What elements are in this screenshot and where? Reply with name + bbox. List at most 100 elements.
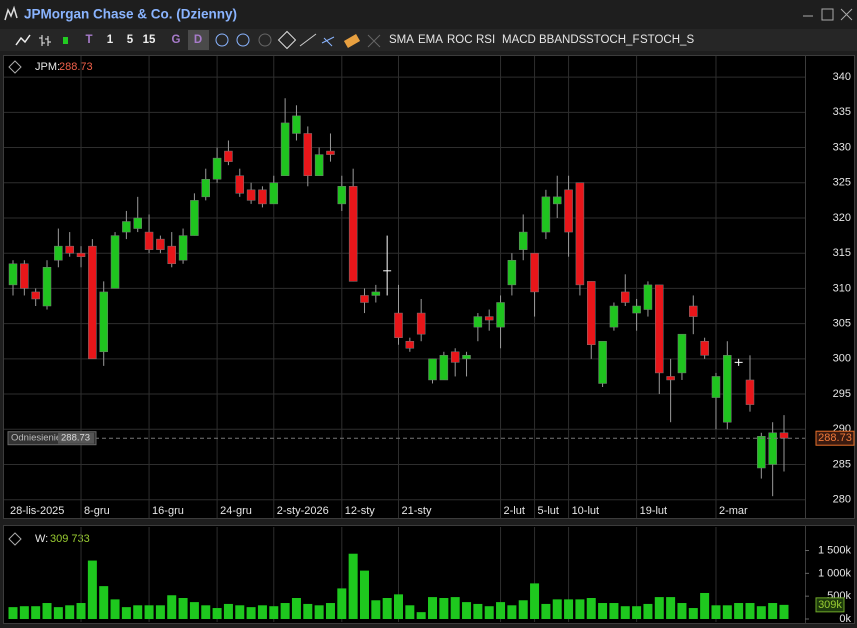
indicator-button[interactable]: BBANDS: [539, 34, 587, 46]
indicator-button[interactable]: STOCH_S: [640, 34, 694, 46]
candle-body: [156, 238, 165, 250]
period-button[interactable]: 5: [127, 34, 134, 46]
candle-body: [122, 221, 131, 233]
volume-bar: [745, 603, 755, 619]
volume-bar: [507, 605, 517, 619]
candle-body: [450, 351, 460, 363]
candle-body: [564, 189, 573, 233]
volume-bar: [291, 598, 301, 619]
last-price-label: 288.73: [59, 61, 93, 73]
volume-bar: [87, 560, 97, 619]
volume-bar: [269, 606, 279, 619]
candle-body: [258, 189, 267, 205]
x-tick-label: 19-lut: [640, 505, 668, 517]
y-tick-label: 285: [833, 458, 851, 470]
candle-body: [405, 340, 415, 349]
period-button[interactable]: G: [172, 34, 181, 46]
volume-bar: [416, 612, 426, 619]
toolbar: [0, 29, 857, 51]
line-chart-button[interactable]: [15, 34, 31, 46]
candle-body: [643, 284, 653, 310]
indicator-button[interactable]: RSI: [476, 34, 495, 46]
volume-bar: [257, 605, 267, 619]
candle-body: [54, 245, 63, 261]
x-tick-label: 10-lut: [572, 505, 600, 517]
y-tick-label: 325: [833, 177, 851, 189]
indicator-button[interactable]: ROC: [447, 34, 473, 46]
candle-body: [167, 245, 176, 265]
x-tick-label: 24-gru: [220, 505, 252, 517]
zoom-reset-button[interactable]: [258, 33, 272, 47]
candle-body: [280, 122, 290, 176]
candle-body: [779, 432, 789, 439]
window-title: JPMorgan Chase & Co. (Dzienny): [24, 7, 237, 22]
candle-button[interactable]: [63, 37, 68, 44]
indicator-button[interactable]: STOCH_F: [586, 34, 639, 46]
candle-body: [609, 305, 619, 328]
candle-body: [689, 305, 698, 317]
volume-bar: [632, 606, 642, 619]
volume-bar: [144, 605, 154, 619]
period-button[interactable]: 1: [107, 34, 114, 46]
candle-body: [303, 133, 313, 176]
indicator-button[interactable]: MACD: [502, 34, 536, 46]
eraser-button[interactable]: [343, 34, 361, 48]
pane-move-icon[interactable]: [8, 532, 22, 546]
y-tick-label: 330: [833, 141, 851, 153]
candle-body: [212, 157, 222, 180]
price-plot: 2802852902953003053103153203253303353402…: [4, 56, 855, 518]
candle-body: [473, 316, 483, 328]
zoom-out-button[interactable]: [236, 33, 250, 47]
volume-bar: [337, 588, 347, 619]
app-icon: [4, 5, 18, 21]
maximize-button[interactable]: [821, 8, 834, 21]
candle-body: [314, 154, 324, 176]
candle-body: [76, 252, 86, 257]
volume-bar: [246, 607, 256, 619]
candle-body: [496, 302, 505, 328]
volume-bar: [31, 606, 41, 619]
price-pane: [3, 55, 855, 519]
volume-bar: [155, 605, 165, 619]
ohlc-button[interactable]: [39, 35, 51, 46]
volume-value: 309 733: [50, 533, 90, 545]
candle-body: [110, 235, 120, 289]
layers-button[interactable]: [277, 30, 297, 50]
x-tick-label: 12-sty: [345, 505, 375, 517]
indicator-button[interactable]: SMA: [389, 34, 414, 46]
period-button[interactable]: T: [85, 34, 92, 46]
volume-bar: [325, 603, 335, 619]
volume-tag-label: 309k: [818, 599, 842, 611]
volume-bar: [76, 603, 86, 619]
period-button[interactable]: 15: [143, 34, 156, 46]
trendline-button[interactable]: [299, 33, 317, 47]
volume-bar: [643, 603, 653, 619]
delete-button[interactable]: [367, 34, 381, 48]
candle-body: [133, 217, 142, 229]
volume-bar: [518, 600, 528, 619]
candle-body: [745, 379, 755, 405]
x-tick-label: 16-gru: [152, 505, 184, 517]
pane-move-icon[interactable]: [8, 60, 22, 74]
active-period-bg: [188, 30, 209, 50]
volume-bar: [711, 605, 721, 619]
x-tick-label: 2-mar: [719, 505, 748, 517]
y-tick-label: 295: [833, 388, 851, 400]
volume-bar: [348, 553, 358, 619]
indicator-button[interactable]: EMA: [418, 34, 443, 46]
volume-bar: [620, 606, 630, 619]
volume-bar: [722, 605, 732, 619]
candle-body: [8, 263, 18, 286]
zoom-in-button[interactable]: [215, 33, 229, 47]
cross-button[interactable]: [321, 36, 335, 47]
volume-bar: [575, 599, 585, 619]
volume-bar: [42, 603, 52, 619]
close-button[interactable]: [840, 8, 853, 21]
volume-bar: [405, 605, 415, 619]
candle-body: [292, 115, 301, 134]
period-button[interactable]: D: [194, 34, 202, 46]
volume-bar: [394, 594, 403, 619]
candle-body: [439, 355, 449, 381]
x-tick-label: 5-lut: [538, 505, 559, 517]
